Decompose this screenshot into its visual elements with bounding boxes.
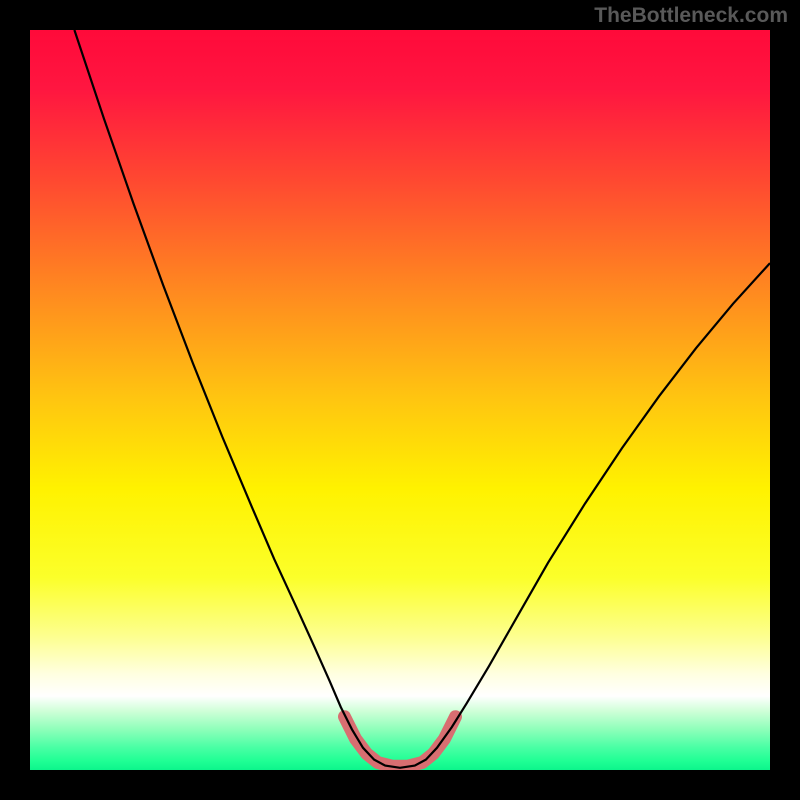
plot-area — [30, 30, 770, 770]
watermark-text: TheBottleneck.com — [594, 4, 788, 28]
curve-layer — [30, 30, 770, 770]
main-curve — [74, 30, 770, 768]
highlight-curve — [345, 717, 456, 767]
